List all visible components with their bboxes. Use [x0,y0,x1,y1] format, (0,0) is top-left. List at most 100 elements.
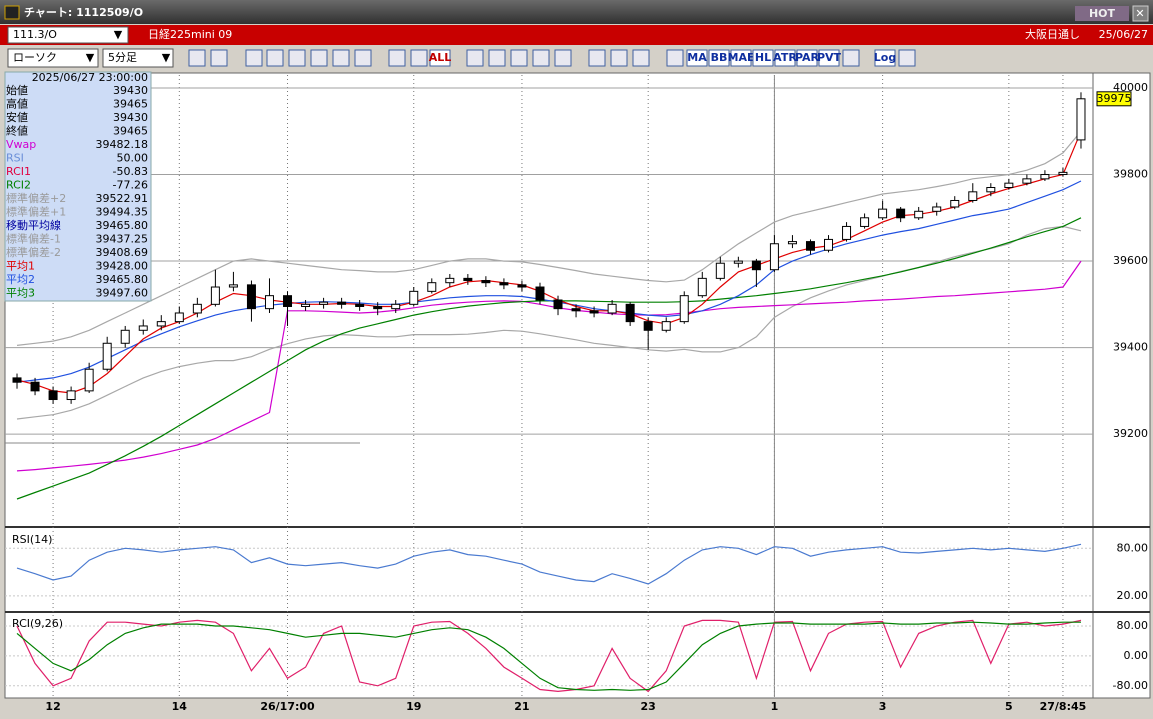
plot-area [4,72,1094,699]
candle-body [409,290,419,305]
overlay-line [16,260,1082,472]
interval-select[interactable] [102,48,174,68]
y-tick-label: 80.00 [1117,619,1149,632]
candle-body [102,342,112,370]
info-label: Vwap [6,138,36,151]
tool-button[interactable] [842,49,860,67]
tool-button[interactable] [532,49,550,67]
overlay-line [16,130,1082,346]
tool-button[interactable] [410,49,428,67]
tool-button[interactable] [388,49,406,67]
info-label: 標準偏差+1 [6,205,66,219]
tool-button[interactable] [708,49,730,67]
hot-button[interactable] [1075,6,1129,21]
price-axis-area [1092,72,1151,699]
candle-body [697,277,707,297]
tool-button[interactable] [354,49,372,67]
candle-body [246,284,256,310]
candle-body [751,260,761,271]
info-label: 始値 [6,83,28,97]
close-button[interactable] [1132,5,1149,22]
tool-button[interactable] [310,49,328,67]
indicator-line [16,619,1082,693]
tool-button[interactable] [488,49,506,67]
tool-button[interactable] [774,49,796,67]
interval: 5分足 [108,51,137,64]
info-value: 39408.69 [96,246,149,259]
info-value: 39494.35 [96,206,149,219]
tool-button[interactable] [245,49,263,67]
tool-button[interactable] [752,49,774,67]
tool-button[interactable] [266,49,284,67]
symbol-select[interactable] [7,26,129,44]
indicator-line [16,543,1082,585]
tool-button[interactable] [510,49,528,67]
info-value: 39437.25 [96,233,149,246]
info-label: 平均3 [6,287,35,300]
tool-button[interactable] [686,49,708,67]
tool-button[interactable] [796,49,818,67]
candle-body [445,277,455,284]
x-tick-label: 19 [406,700,421,713]
info-panel: 2025/06/27 23:00:00 始値 39430 高値 39465 安値 3943… [4,71,152,302]
tool-button[interactable] [730,49,752,67]
plots: 12 14 26/17:00 19 21 23 1 3 5 27/8:45 39200 39400 39… [5,75,1148,713]
tool-button[interactable] [466,49,484,67]
candle-body [319,301,329,305]
y-tick-label: 39800 [1113,168,1148,181]
tool-button[interactable] [874,49,896,67]
close-icon: ✕ [1135,7,1144,20]
hot-label: HOT [1089,7,1116,20]
candle-body [463,277,473,282]
tool-button[interactable] [188,49,206,67]
candle-body [355,303,365,307]
candle-body [571,308,581,312]
candle-body [1058,171,1068,176]
tool-button[interactable] [666,49,684,67]
x-tick-label: 5 [1005,700,1013,713]
candle-body [733,260,743,264]
x-tick-label: 12 [45,700,60,713]
candle-body [589,310,599,314]
info-value: 39465 [113,98,148,111]
candle-body [968,191,978,201]
tool-label: MA [687,51,707,64]
candle-body [66,390,76,401]
candle-body [283,295,293,307]
tool-button[interactable] [554,49,572,67]
info-value: -77.26 [113,179,148,192]
symbol-name: 日経225mini 09 [148,28,232,41]
overlay-line [16,180,1082,383]
candle-body [1022,178,1032,184]
tool-button[interactable] [332,49,350,67]
tool-button[interactable] [588,49,606,67]
y-tick-label: 20.00 [1117,589,1149,602]
tool-button[interactable] [632,49,650,67]
candle-body [12,377,22,383]
tool-button[interactable] [429,49,451,67]
candle-body [607,303,617,314]
window-title: チャート: 1112509/O [24,6,143,19]
candle-body [643,321,653,331]
tool-button[interactable] [898,49,916,67]
x-tick-label: 26/17:00 [260,700,315,713]
y-tick-label: 80.00 [1117,541,1149,554]
candle-body [679,295,689,323]
tool-button[interactable] [610,49,628,67]
candle-body [517,284,527,288]
candle-body [1076,98,1086,141]
tool-button[interactable] [288,49,306,67]
tool-button[interactable] [210,49,228,67]
style-select[interactable] [7,48,99,68]
tool-button[interactable] [818,49,840,67]
y-tick-label: 0.00 [1124,649,1149,662]
candle-body [138,325,148,331]
x-tick-label: 14 [172,700,188,713]
info-background [4,71,152,302]
y-tick-label: 39200 [1113,427,1148,440]
candle-body [914,210,924,219]
info-value: 39430 [113,111,148,124]
info-label: 平均1 [6,260,35,273]
